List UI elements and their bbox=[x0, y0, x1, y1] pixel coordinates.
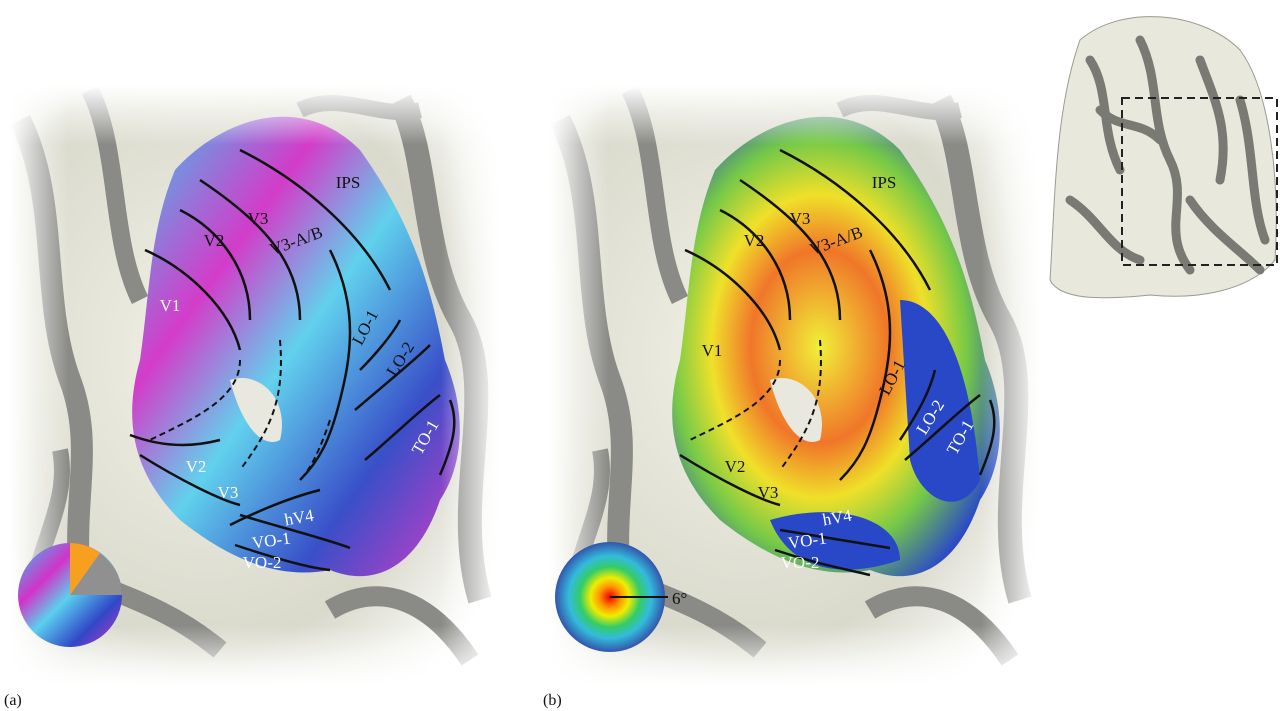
scale-label: 6° bbox=[672, 589, 687, 608]
region-label: VO-2 bbox=[781, 553, 820, 572]
panel-label: (a) bbox=[4, 692, 22, 709]
region-label: V1 bbox=[160, 296, 181, 315]
figure: IPS V3 V2 V3-A/B V1 LO-1 LO-2 TO-1 V2 V3… bbox=[0, 0, 1281, 711]
panel-a: IPS V3 V2 V3-A/B V1 LO-1 LO-2 TO-1 V2 V3… bbox=[4, 85, 500, 709]
region-label: V1 bbox=[702, 341, 723, 360]
panel-b: IPS V3 V2 V3-A/B V1 LO-1 LO-2 TO-1 V2 V3… bbox=[543, 85, 1040, 709]
polar-key bbox=[18, 543, 122, 647]
page: IPS V3 V2 V3-A/B V1 LO-1 LO-2 TO-1 V2 V3… bbox=[0, 0, 1281, 711]
region-label: V3 bbox=[218, 483, 239, 502]
region-label: V3 bbox=[758, 483, 779, 502]
region-label: IPS bbox=[336, 173, 361, 192]
region-label: V2 bbox=[744, 231, 765, 250]
panel-label: (b) bbox=[543, 692, 562, 709]
region-label: V3 bbox=[790, 209, 811, 228]
region-label: VO-2 bbox=[243, 553, 282, 572]
inset-brain bbox=[1050, 17, 1277, 298]
region-label: V2 bbox=[725, 457, 746, 476]
region-label: V2 bbox=[204, 231, 225, 250]
region-label: V2 bbox=[186, 457, 207, 476]
region-label: IPS bbox=[872, 173, 897, 192]
region-label: V3 bbox=[248, 209, 269, 228]
